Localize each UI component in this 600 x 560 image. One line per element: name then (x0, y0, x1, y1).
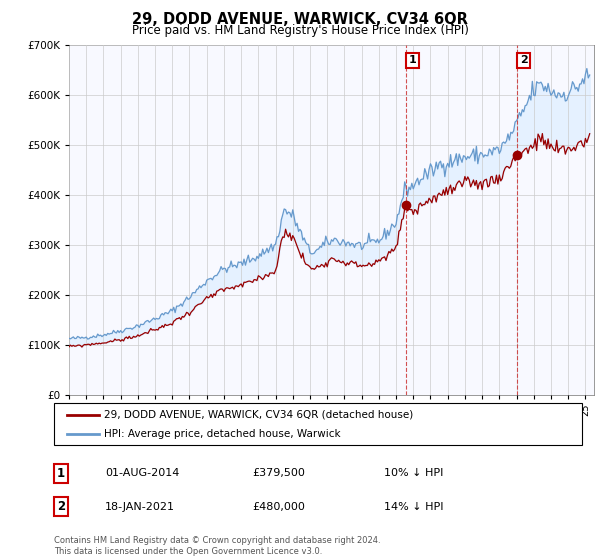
Text: HPI: Average price, detached house, Warwick: HPI: Average price, detached house, Warw… (104, 429, 341, 439)
Text: 2: 2 (520, 55, 527, 66)
Text: Price paid vs. HM Land Registry's House Price Index (HPI): Price paid vs. HM Land Registry's House … (131, 24, 469, 36)
Text: 1: 1 (409, 55, 416, 66)
Text: 14% ↓ HPI: 14% ↓ HPI (384, 502, 443, 512)
Text: 29, DODD AVENUE, WARWICK, CV34 6QR (detached house): 29, DODD AVENUE, WARWICK, CV34 6QR (deta… (104, 409, 413, 419)
Text: 01-AUG-2014: 01-AUG-2014 (105, 468, 179, 478)
Text: 18-JAN-2021: 18-JAN-2021 (105, 502, 175, 512)
Text: 29, DODD AVENUE, WARWICK, CV34 6QR: 29, DODD AVENUE, WARWICK, CV34 6QR (132, 12, 468, 27)
Text: £480,000: £480,000 (252, 502, 305, 512)
Text: £379,500: £379,500 (252, 468, 305, 478)
Text: 1: 1 (57, 466, 65, 480)
Text: 10% ↓ HPI: 10% ↓ HPI (384, 468, 443, 478)
Text: Contains HM Land Registry data © Crown copyright and database right 2024.
This d: Contains HM Land Registry data © Crown c… (54, 536, 380, 556)
Text: 2: 2 (57, 500, 65, 514)
